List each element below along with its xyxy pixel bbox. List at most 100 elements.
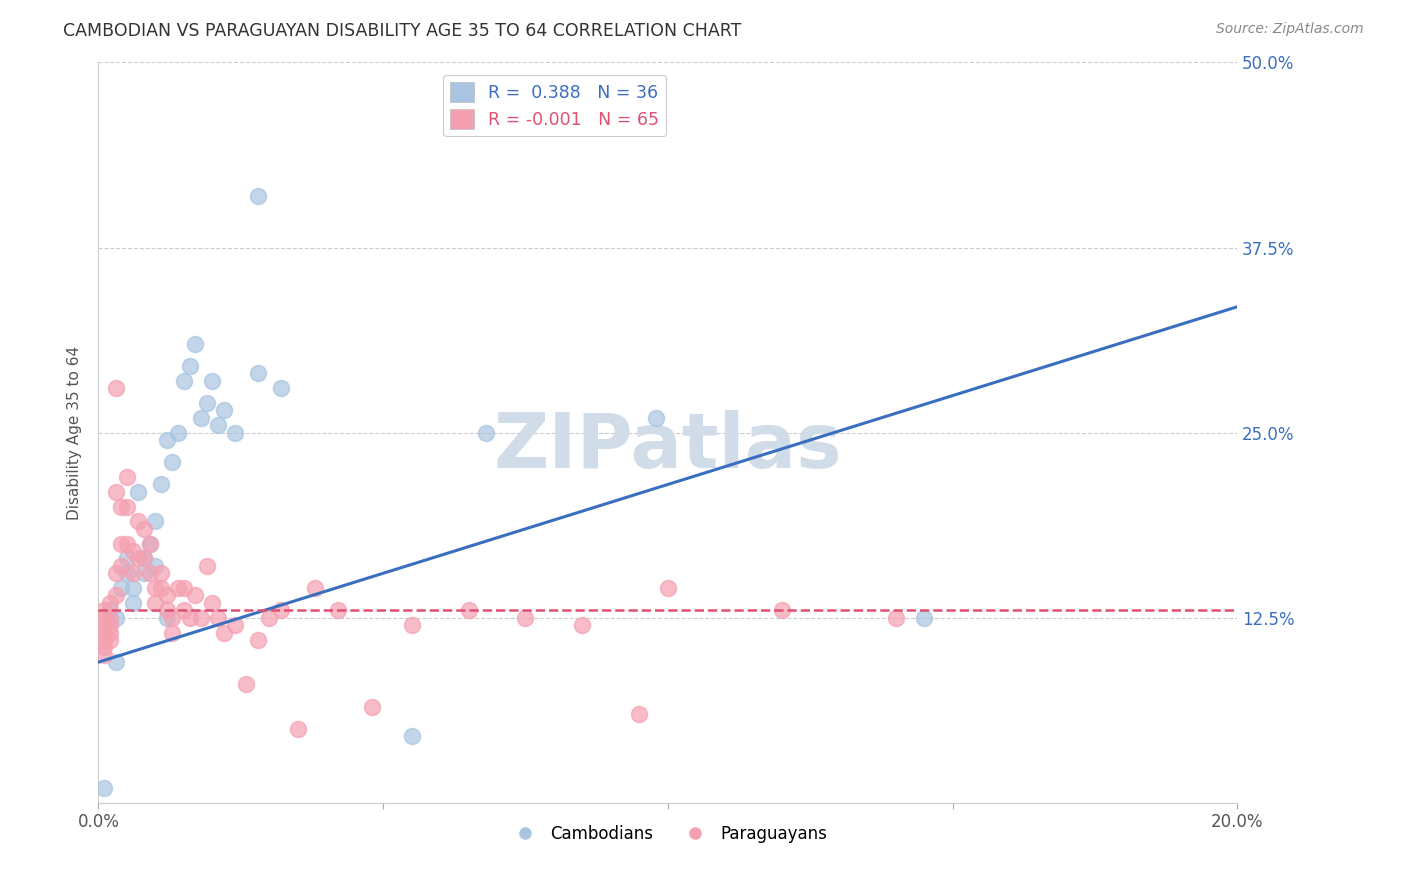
Text: Source: ZipAtlas.com: Source: ZipAtlas.com [1216, 22, 1364, 37]
Point [110, 500, 132, 514]
Point [110, 581, 132, 595]
Point [770, 603, 793, 617]
Point [270, 603, 292, 617]
Point [115, 536, 138, 550]
Point [474, 425, 496, 440]
Point [162, 455, 184, 469]
Point [401, 618, 423, 632]
Point [121, 596, 143, 610]
Point [162, 610, 184, 624]
Point [207, 418, 229, 433]
Point [515, 610, 537, 624]
Point [173, 581, 195, 595]
Point [115, 551, 138, 566]
Point [212, 625, 235, 640]
Point [259, 610, 281, 624]
Point [190, 610, 212, 624]
Point [360, 699, 382, 714]
Point [184, 589, 207, 603]
Point [104, 381, 127, 395]
Point [156, 433, 179, 447]
Point [127, 551, 149, 566]
Point [132, 551, 155, 566]
Point [145, 515, 167, 529]
Point [571, 618, 593, 632]
Point [145, 596, 167, 610]
Point [93, 625, 115, 640]
Point [156, 589, 179, 603]
Point [98, 610, 121, 624]
Point [156, 610, 179, 624]
Point [224, 618, 246, 632]
Point [98, 625, 121, 640]
Point [167, 581, 190, 595]
Point [235, 677, 257, 691]
Point [145, 581, 167, 595]
Point [287, 722, 309, 736]
Point [93, 603, 115, 617]
Point [173, 603, 195, 617]
Point [127, 515, 149, 529]
Point [104, 610, 127, 624]
Point [138, 536, 160, 550]
Point [115, 566, 138, 581]
Point [195, 396, 218, 410]
Point [628, 706, 651, 721]
Point [246, 632, 269, 647]
Point [246, 188, 269, 202]
Point [201, 596, 224, 610]
Point [98, 603, 121, 617]
Point [98, 618, 121, 632]
Point [212, 403, 235, 417]
Point [132, 551, 155, 566]
Point [401, 729, 423, 743]
Point [127, 484, 149, 499]
Point [93, 618, 115, 632]
Point [132, 522, 155, 536]
Point [884, 610, 907, 624]
Point [104, 566, 127, 581]
Text: ZIPatlas: ZIPatlas [494, 410, 842, 484]
Y-axis label: Disability Age 35 to 64: Disability Age 35 to 64 [67, 345, 83, 520]
Point [104, 655, 127, 669]
Point [93, 780, 115, 795]
Point [104, 484, 127, 499]
Point [246, 367, 269, 381]
Point [150, 566, 173, 581]
Text: CAMBODIAN VS PARAGUAYAN DISABILITY AGE 35 TO 64 CORRELATION CHART: CAMBODIAN VS PARAGUAYAN DISABILITY AGE 3… [63, 22, 741, 40]
Point [270, 381, 292, 395]
Point [167, 425, 190, 440]
Point [104, 589, 127, 603]
Point [179, 359, 201, 373]
Point [138, 536, 160, 550]
Point [98, 632, 121, 647]
Point [304, 581, 326, 595]
Point [115, 500, 138, 514]
Point [162, 625, 184, 640]
Point [145, 558, 167, 573]
Point [93, 640, 115, 655]
Point [179, 610, 201, 624]
Point [150, 581, 173, 595]
Point [326, 603, 349, 617]
Point [132, 566, 155, 581]
Point [912, 610, 935, 624]
Point [173, 374, 195, 388]
Point [110, 558, 132, 573]
Point [224, 425, 246, 440]
Point [156, 603, 179, 617]
Point [93, 610, 115, 624]
Point [121, 566, 143, 581]
Point [190, 410, 212, 425]
Point [201, 374, 224, 388]
Point [207, 610, 229, 624]
Point [150, 477, 173, 491]
Point [645, 410, 668, 425]
Point [457, 603, 479, 617]
Point [98, 596, 121, 610]
Legend: Cambodians, Paraguayans: Cambodians, Paraguayans [502, 819, 834, 850]
Point [93, 632, 115, 647]
Point [121, 544, 143, 558]
Point [657, 581, 679, 595]
Point [110, 536, 132, 550]
